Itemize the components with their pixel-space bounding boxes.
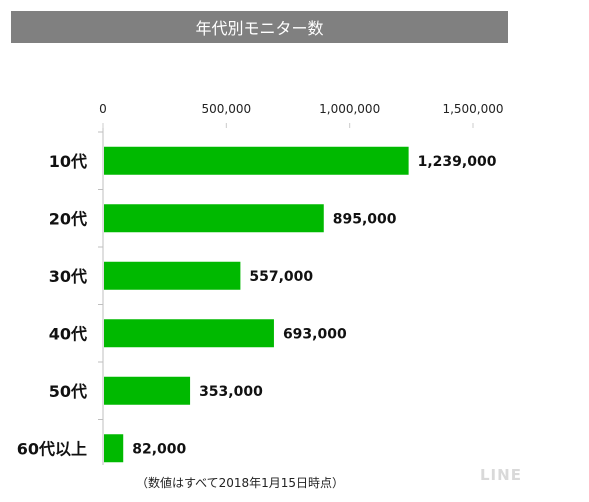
chart-title-bar: 年代別モニター数 xyxy=(11,11,508,43)
bar xyxy=(104,434,124,463)
bar xyxy=(104,261,241,290)
bar xyxy=(104,146,409,175)
value-label: 1,239,000 xyxy=(418,154,497,170)
x-tick-label: 500,000 xyxy=(202,102,252,116)
brand-watermark: LINE xyxy=(480,466,522,484)
bar xyxy=(104,376,191,405)
bar xyxy=(104,319,274,348)
category-label: 60代以上 xyxy=(17,439,87,458)
value-label: 82,000 xyxy=(132,441,186,457)
bar xyxy=(104,204,324,233)
value-label: 895,000 xyxy=(333,211,397,227)
value-label: 557,000 xyxy=(249,269,313,285)
value-label: 693,000 xyxy=(283,326,347,342)
category-label: 30代 xyxy=(49,267,87,286)
category-label: 40代 xyxy=(49,324,87,343)
category-label: 10代 xyxy=(49,152,87,171)
x-tick-label: 1,000,000 xyxy=(319,102,380,116)
x-tick-label: 0 xyxy=(99,102,107,116)
footnote: （数値はすべて2018年1月15日時点） xyxy=(135,476,345,490)
chart-title: 年代別モニター数 xyxy=(195,19,324,38)
category-label: 20代 xyxy=(49,209,87,228)
x-tick-label: 1,500,000 xyxy=(442,102,503,116)
category-label: 50代 xyxy=(49,382,87,401)
value-label: 353,000 xyxy=(199,384,263,400)
